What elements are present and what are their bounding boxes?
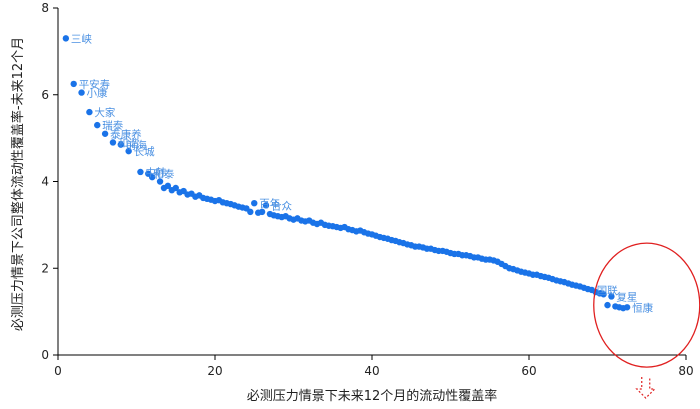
axes: 0 20 40 60 80 0 2 4 6 8: [41, 1, 693, 378]
scatter-point: [94, 121, 101, 129]
scatter-point: [156, 178, 164, 185]
scatter-point: [258, 208, 266, 216]
scatter-point: [109, 139, 117, 146]
point-label: 和谐: [118, 137, 139, 149]
scatter-point: [623, 304, 631, 311]
point-label: 和泰: [153, 168, 174, 181]
point-label: 复星: [616, 290, 637, 303]
point-label: 小康: [87, 87, 108, 100]
y-tick-label: 8: [41, 1, 49, 15]
point-label: 瑞泰: [102, 119, 123, 132]
point-label: 三峡: [71, 32, 92, 45]
scatter-point: [608, 293, 615, 300]
scatter-point: [604, 301, 611, 309]
point-label: 中韩: [145, 166, 166, 179]
scatter-point: [117, 141, 125, 148]
scatter-point: [86, 108, 93, 116]
point-label: 大家: [94, 106, 115, 119]
scatter-point: [125, 147, 132, 155]
scatter-point: [247, 208, 254, 216]
y-tick-label: 2: [41, 261, 49, 275]
point-label: 泰康养: [110, 128, 142, 141]
scatter-point: [164, 182, 172, 190]
y-tick-label: 4: [41, 175, 49, 189]
scatter-point: [145, 170, 152, 177]
x-tick-label: 40: [364, 364, 379, 378]
point-label: 前海: [126, 139, 147, 152]
scatter-point: [251, 199, 258, 207]
scatter-point: [262, 202, 270, 209]
scatter-point: [600, 291, 607, 298]
down-arrow-icon: [635, 377, 657, 399]
point-label: 国联: [597, 285, 618, 297]
y-tick-label: 6: [41, 88, 49, 102]
point-label: 长城: [134, 146, 155, 158]
scatter-point: [588, 286, 595, 294]
point-label: 百年: [259, 197, 280, 210]
scatter-points: [62, 35, 631, 312]
scatter-point: [70, 80, 77, 88]
scatter-point: [62, 35, 70, 42]
point-label: 合众: [271, 199, 292, 212]
scatter-point: [172, 184, 179, 192]
point-label: 平安寿: [79, 78, 111, 91]
x-tick-label: 0: [54, 364, 62, 378]
scatter-point: [78, 89, 85, 96]
point-label: 恒康: [632, 301, 653, 314]
x-axis-title: 必测压力情景下未来12个月的流动性覆盖率: [247, 388, 498, 404]
y-tick-label: 0: [41, 348, 49, 362]
x-tick-label: 20: [207, 364, 222, 378]
scatter-point: [101, 130, 109, 137]
x-tick-label: 80: [678, 364, 693, 378]
y-axis-title: 必测压力情景下公司整体流动性覆盖率-未来12个月: [10, 37, 26, 331]
x-tick-label: 60: [521, 364, 536, 378]
scatter-point: [137, 168, 144, 176]
